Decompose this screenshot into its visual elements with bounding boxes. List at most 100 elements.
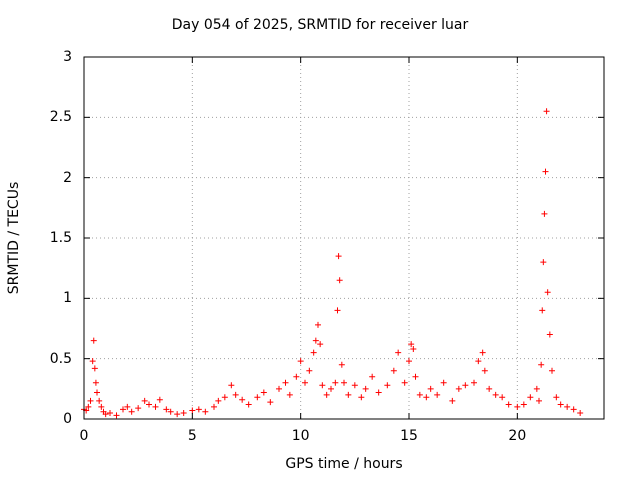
data-point (390, 367, 397, 374)
x-tick-label: 10 (291, 428, 310, 444)
data-point (336, 277, 343, 284)
data-point (499, 394, 506, 401)
data-point (462, 382, 469, 389)
data-points (81, 108, 584, 419)
data-point (486, 385, 493, 392)
data-point (306, 367, 313, 374)
data-point (332, 379, 339, 386)
data-point (293, 373, 300, 380)
data-point (570, 406, 577, 413)
data-point (189, 407, 196, 414)
y-tick-label: 0 (63, 411, 72, 427)
data-point (92, 379, 99, 386)
data-point (416, 391, 423, 398)
data-point (195, 406, 202, 413)
data-point (449, 397, 456, 404)
data-point (89, 358, 96, 365)
data-point (362, 385, 369, 392)
data-point (557, 401, 564, 408)
data-point (440, 379, 447, 386)
data-point (282, 379, 289, 386)
data-point (505, 401, 512, 408)
data-point (541, 210, 548, 217)
data-point (455, 385, 462, 392)
data-point (96, 397, 103, 404)
data-point (492, 391, 499, 398)
data-point (475, 358, 482, 365)
data-point (335, 253, 342, 260)
data-point (135, 405, 142, 412)
data-point (544, 289, 551, 296)
data-point (319, 382, 326, 389)
data-point (345, 391, 352, 398)
data-point (141, 397, 148, 404)
data-point (302, 379, 308, 386)
y-tick-label: 2 (63, 169, 72, 186)
data-point (174, 411, 181, 418)
x-axis-label: GPS time / hours (285, 456, 403, 472)
data-point (245, 401, 252, 408)
data-point (211, 403, 217, 410)
x-tick-label: 5 (187, 428, 197, 444)
data-point (328, 385, 334, 392)
data-point (538, 361, 545, 368)
data-point (146, 401, 152, 408)
data-point (427, 385, 434, 392)
data-point (375, 389, 382, 396)
data-point (312, 337, 319, 344)
data-point (156, 396, 163, 403)
data-point (91, 365, 98, 372)
data-point (202, 408, 209, 415)
x-tick-label: 15 (400, 428, 418, 444)
data-point (481, 367, 488, 374)
data-point (120, 406, 126, 413)
data-point (221, 394, 228, 401)
data-point (543, 108, 550, 115)
data-point (369, 373, 376, 380)
data-point (384, 382, 391, 389)
data-point (310, 349, 317, 356)
data-point (412, 373, 419, 380)
data-point (577, 409, 584, 416)
data-point (128, 408, 135, 415)
data-point (536, 397, 542, 404)
data-point (297, 358, 304, 365)
data-point (410, 346, 417, 353)
data-point (527, 394, 534, 401)
data-point (520, 401, 527, 408)
y-tick-label: 2.5 (49, 109, 72, 126)
data-point (260, 389, 267, 396)
data-point (87, 397, 94, 404)
data-point (315, 321, 321, 328)
data-point (180, 409, 187, 416)
data-point (239, 396, 246, 403)
data-point (514, 403, 521, 410)
y-tick-label: 1.5 (49, 230, 72, 246)
data-point (232, 391, 239, 398)
data-point (434, 391, 441, 398)
data-point (276, 385, 282, 392)
data-point (358, 394, 365, 401)
data-point (423, 394, 430, 401)
data-point (107, 409, 113, 416)
data-point (546, 331, 553, 338)
grid-lines (84, 57, 604, 419)
data-point (152, 403, 159, 410)
data-point (334, 307, 341, 314)
data-point (540, 259, 547, 266)
data-point (317, 341, 324, 348)
data-point (553, 394, 560, 401)
data-point (102, 411, 109, 418)
data-point (113, 412, 120, 419)
axis-ticks (83, 56, 604, 420)
data-point (564, 403, 571, 410)
data-point (85, 403, 92, 410)
data-point (479, 349, 486, 356)
y-tick-label: 0.5 (49, 350, 72, 367)
data-point (401, 379, 408, 386)
data-point (533, 385, 540, 392)
y-tick-label: 1 (63, 290, 72, 307)
data-point (98, 403, 105, 410)
data-point (341, 379, 347, 386)
